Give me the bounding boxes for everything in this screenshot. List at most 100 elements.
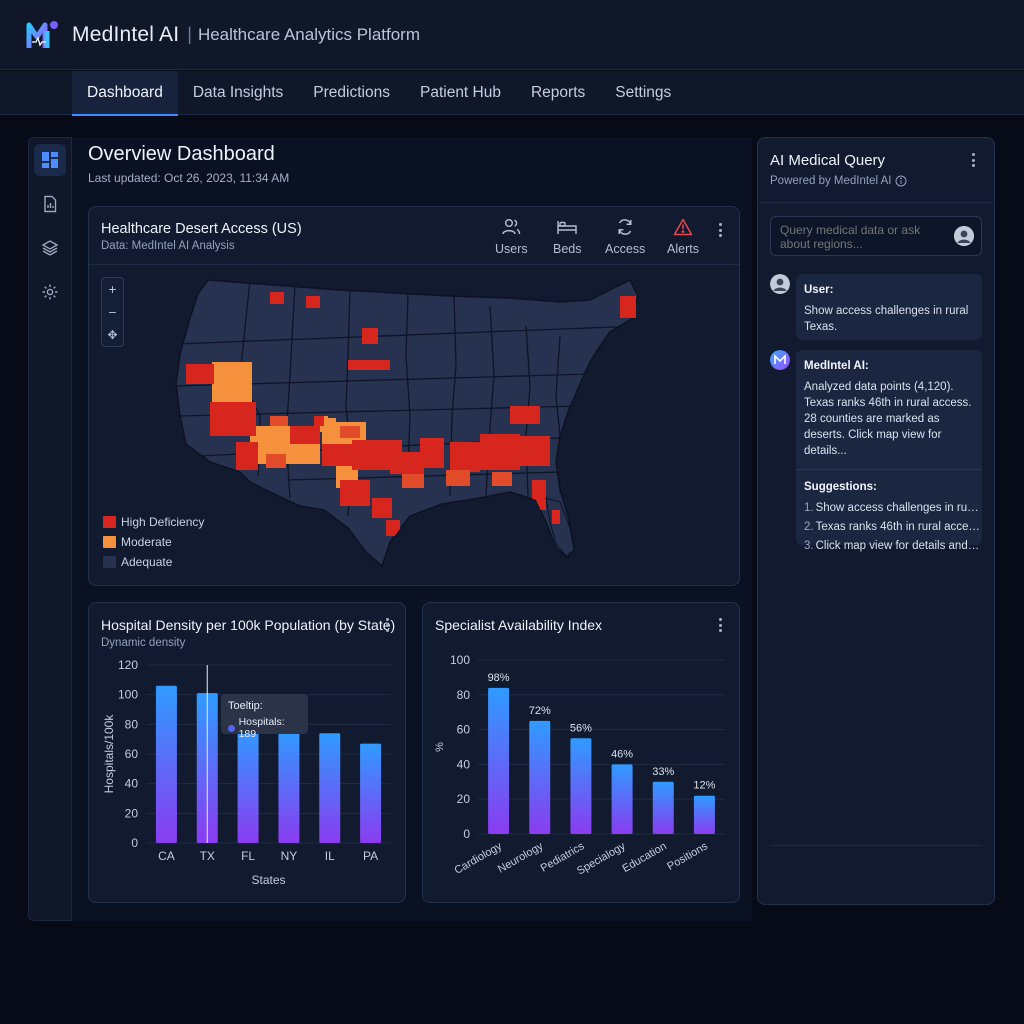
x-tick-label: Cardiology (453, 840, 505, 877)
last-updated: Last updated: Oct 26, 2023, 11:34 AM (88, 171, 290, 185)
x-tick-label: Neurology (496, 840, 546, 876)
ai-message-avatar-icon (770, 350, 790, 370)
tab-reports[interactable]: Reports (530, 84, 586, 101)
bar-education[interactable] (652, 781, 674, 834)
legend-moderate: Moderate (103, 535, 172, 549)
x-tick-label: IL (325, 849, 335, 863)
y-tick-label: 0 (463, 827, 470, 841)
page-title: Overview Dashboard (88, 143, 275, 165)
x-axis-label: States (251, 873, 285, 887)
bar-pa[interactable] (360, 743, 382, 843)
x-tick-label: NY (281, 849, 298, 863)
bar-ny[interactable] (278, 730, 300, 843)
y-tick-label: 60 (457, 723, 471, 737)
y-tick-label: 80 (125, 717, 139, 731)
map-tool-alerts[interactable]: Alerts (667, 218, 699, 256)
data-label: 33% (652, 766, 674, 778)
top-bar: MedIntel AI | Healthcare Analytics Platf… (0, 0, 1024, 70)
map-card-menu-icon[interactable] (713, 222, 727, 238)
bar-cardiology[interactable] (488, 687, 510, 834)
dashboard-icon[interactable] (34, 144, 66, 176)
density-chart-menu-icon[interactable] (380, 617, 394, 633)
bar-ca[interactable] (155, 685, 177, 843)
map-tool-users[interactable]: Users (495, 218, 528, 256)
bar-pediatrics[interactable] (570, 738, 592, 834)
app-subtitle: Healthcare Analytics Platform (197, 24, 420, 44)
legend-swatch-orange (103, 536, 116, 548)
ai-panel-title: AI Medical Query (770, 152, 886, 169)
y-tick-label: 20 (457, 792, 471, 806)
suggestions-title: Suggestions: (804, 481, 877, 493)
message-sender: User: (804, 284, 834, 296)
specialist-chart-menu-icon[interactable] (713, 617, 727, 633)
y-tick-label: 40 (457, 757, 471, 771)
y-tick-label: 0 (131, 836, 138, 850)
legend-label: High Deficiency (121, 515, 205, 529)
tab-data-insights[interactable]: Data Insights (192, 84, 284, 101)
zoom-in-button[interactable]: + (108, 281, 117, 298)
tab-dashboard[interactable]: Dashboard (72, 71, 178, 116)
alert-triangle-icon (673, 218, 693, 236)
density-chart-title: Hospital Density per 100k Population (by… (101, 617, 396, 633)
powered-by-label: Powered by MedIntel AI (770, 175, 892, 187)
tab-settings[interactable]: Settings (615, 84, 672, 101)
bar-fl[interactable] (237, 727, 259, 843)
ai-powered-by: Powered by MedIntel AI (770, 175, 907, 187)
y-tick-label: 40 (125, 777, 139, 791)
info-icon[interactable] (895, 175, 907, 187)
user-avatar-icon[interactable] (954, 226, 974, 246)
message-text: Show access challenges in rural Texas. (804, 305, 969, 333)
suggestion-item[interactable]: 3. Click map view for details and ... (804, 540, 980, 552)
refresh-icon (618, 219, 632, 235)
bar-neurology[interactable] (529, 720, 551, 834)
map-card-source: Data: MedIntel AI Analysis (101, 240, 235, 252)
suggestion-item[interactable]: 2. Texas ranks 46th in rural access. (804, 521, 980, 533)
tooltip-dot (228, 724, 235, 732)
map-card-title: Healthcare Desert Access (US) (101, 221, 302, 237)
bar-positions[interactable] (693, 795, 715, 834)
y-tick-label: 80 (457, 688, 471, 702)
tab-predictions[interactable]: Predictions (313, 84, 390, 101)
pan-button[interactable]: ✥ (107, 327, 118, 342)
ai-panel-menu-icon[interactable] (966, 152, 980, 168)
user-message: User: Show access challenges in rural Te… (796, 274, 982, 340)
layers-icon[interactable] (34, 232, 66, 264)
x-tick-label: CA (158, 849, 175, 863)
y-tick-label: 120 (118, 658, 138, 672)
app-name: MedIntel AI (72, 22, 180, 46)
data-label: 72% (529, 705, 551, 717)
ai-query-input[interactable] (770, 216, 982, 256)
bar-il[interactable] (319, 733, 341, 843)
us-healthcare-desert-map[interactable] (90, 266, 738, 584)
map-zoom-control: + − ✥ (101, 277, 124, 347)
x-tick-label: FL (241, 849, 255, 863)
y-tick-label: 60 (125, 747, 139, 761)
ai-panel-bottom-divider (770, 845, 982, 846)
map-tool-beds[interactable]: Beds (553, 218, 582, 256)
bar-specialogy[interactable] (611, 764, 633, 834)
gear-icon[interactable] (34, 276, 66, 308)
chart-tooltip: Toeltip: Hospitals: 189 (221, 694, 308, 740)
tab-patient-hub[interactable]: Patient Hub (419, 84, 501, 101)
legend-high-deficiency: High Deficiency (103, 515, 204, 529)
zoom-out-button[interactable]: − (108, 304, 117, 320)
x-tick-label: TX (200, 849, 215, 863)
map-card-divider (89, 264, 739, 265)
message-divider (796, 469, 982, 470)
data-label: 46% (611, 748, 633, 760)
y-axis-label: Hospitals/100k (102, 714, 116, 794)
suggestion-item[interactable]: 1. Show access challenges in rural... (804, 502, 980, 514)
legend-swatch-navy (103, 556, 116, 568)
user-message-avatar-icon (770, 274, 790, 294)
x-tick-label: PA (363, 849, 378, 863)
hospital-density-bar-chart: 0 20 40 60 80 100 120 CA TX FL NY IL PA States Hospita… (102, 658, 391, 887)
specialist-availability-bar-chart: 0 20 40 60 80 100 98% Cardiology 72% Neurology 56%… (434, 653, 725, 878)
map-tool-access[interactable]: Access (605, 218, 645, 256)
ai-message: MedIntel AI: Analyzed data points (4,120… (796, 350, 982, 552)
medintel-logo-icon[interactable] (26, 17, 62, 53)
specialist-chart-title: Specialist Availability Index (435, 617, 603, 633)
y-axis-label: % (434, 742, 446, 752)
x-tick-label: Education (620, 840, 668, 875)
tooltip-title: Toeltip: (228, 700, 263, 712)
report-chart-icon[interactable] (34, 188, 66, 220)
